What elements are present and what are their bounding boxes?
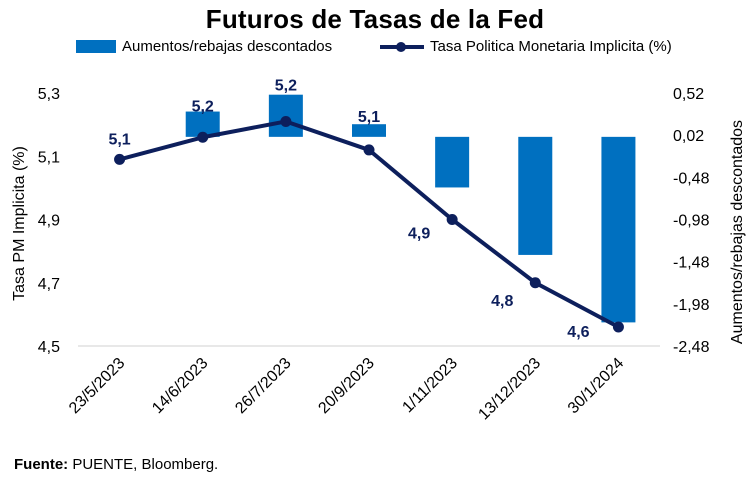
source-text: PUENTE, Bloomberg. [68,456,219,473]
line-point-4 [446,214,458,225]
chart-title: Futuros de Tasas de la Fed [205,4,545,34]
y-left-axis-title: Tasa PM Implicita (%) [11,146,28,301]
y-left-tick-label: 4,5 [38,339,60,356]
x-tick-label: 26/7/2023 [232,355,294,417]
data-label-3: 5,1 [358,109,380,126]
line-point-6 [612,321,624,333]
y-right-tick-label: 0,52 [673,86,704,103]
y-right-tick-label: -2,48 [673,339,710,356]
source-note: Fuente: PUENTE, Bloomberg. [14,456,218,473]
x-tick-label: 1/11/2023 [399,355,461,417]
legend-line-label: Tasa Politica Monetaria Implicita (%) [430,38,672,55]
data-label-1: 5,2 [192,98,214,115]
bar-5 [518,136,553,255]
line-point-5 [529,277,541,289]
x-tick-label: 14/6/2023 [149,355,211,417]
data-label-2: 5,2 [275,77,297,94]
line-point-1 [197,131,209,143]
legend-line-swatch [380,40,424,54]
chart-legend: Aumentos/rebajas descontados Tasa Politi… [0,38,750,58]
y-right-tick-label: -0,98 [673,213,710,230]
y-right-tick-label: 0,02 [673,128,704,145]
bar-3 [352,124,386,137]
data-label-6: 4,6 [567,324,589,341]
y-right-tick-label: -1,48 [673,255,710,272]
legend-item-bars: Aumentos/rebajas descontados [76,38,332,55]
legend-item-line: Tasa Politica Monetaria Implicita (%) [380,38,672,55]
source-label: Fuente: [14,456,69,473]
y-right-axis-title: Aumentos/rebajas descontados [729,120,746,344]
y-left-tick-label: 4,7 [38,276,60,293]
y-left-tick-label: 5,1 [38,149,60,166]
legend-bar-swatch [76,40,116,53]
x-tick-label: 13/12/2023 [475,355,544,424]
bar-6 [601,136,636,323]
legend-bar-label: Aumentos/rebajas descontados [122,38,333,55]
line-point-3 [363,144,375,156]
y-left-tick-label: 4,9 [38,213,60,230]
data-label-0: 5,1 [108,131,130,148]
data-label-4: 4,9 [408,226,430,243]
x-tick-label: 20/9/2023 [315,355,377,417]
bar-2 [268,94,303,137]
y-left-tick-label: 5,3 [38,86,60,103]
line-point-0 [114,153,126,165]
y-right-tick-label: -0,48 [673,170,710,187]
y-right-tick-label: -1,98 [673,297,710,314]
x-tick-label: 23/5/2023 [66,355,128,417]
line-point-2 [280,115,292,127]
data-label-5: 4,8 [491,293,513,310]
x-tick-label: 30/1/2024 [565,355,627,417]
bar-4 [435,136,470,188]
